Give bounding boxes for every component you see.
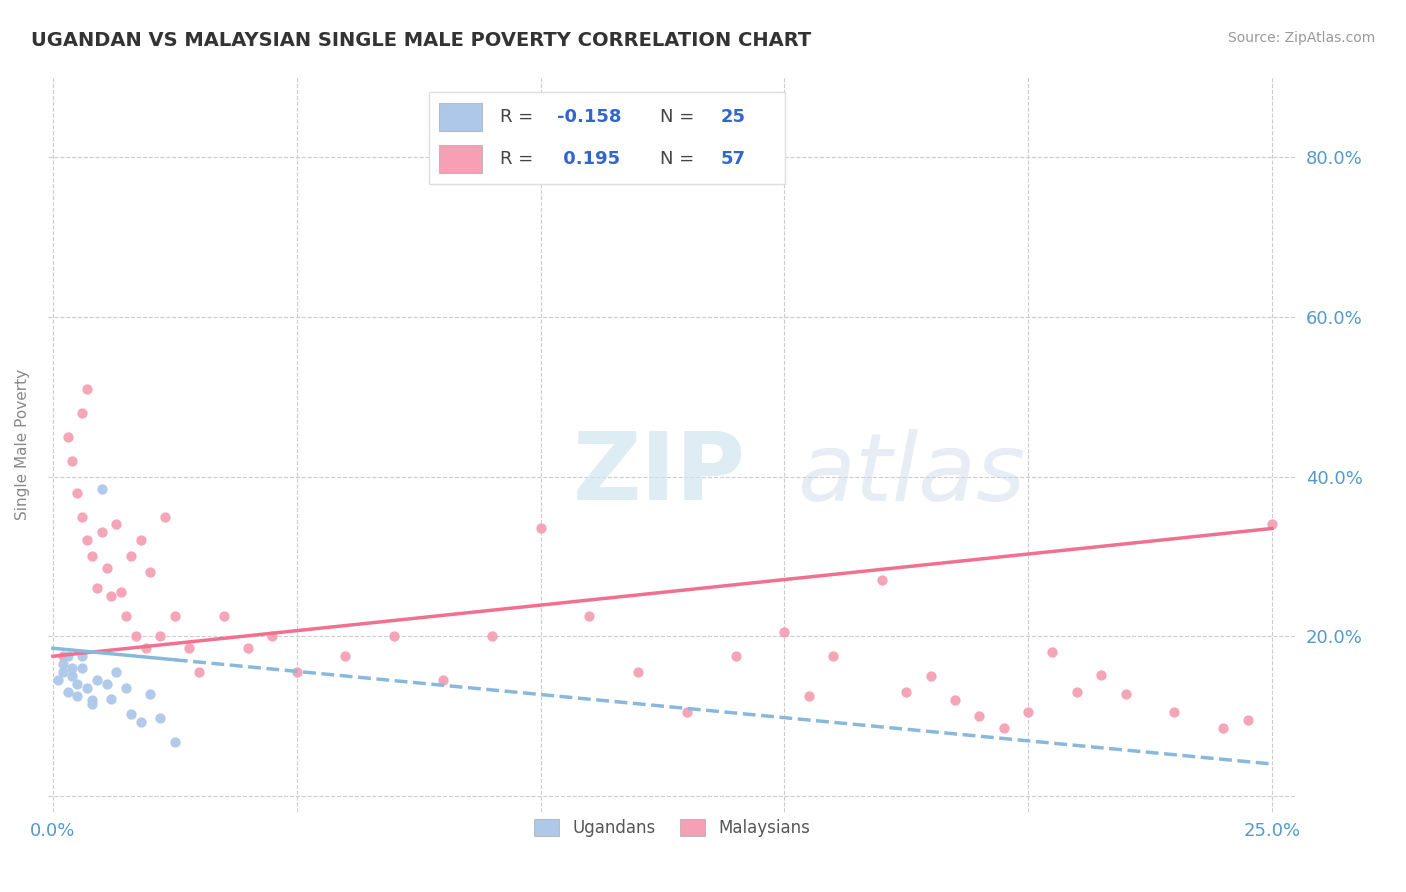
- Point: [1042, 645, 1064, 659]
- Point: [76, 382, 98, 396]
- Point: [115, 681, 138, 695]
- Text: atlas: atlas: [797, 428, 1025, 519]
- Point: [675, 705, 697, 719]
- Point: [62, 453, 84, 467]
- Point: [823, 649, 845, 664]
- Point: [62, 661, 84, 675]
- Point: [179, 641, 201, 656]
- Point: [70, 509, 93, 524]
- Point: [129, 715, 152, 730]
- Point: [120, 707, 142, 722]
- Point: [90, 525, 112, 540]
- Point: [70, 406, 93, 420]
- Point: [1261, 517, 1284, 532]
- Point: [529, 521, 551, 535]
- Point: [1090, 667, 1112, 681]
- Point: [80, 693, 103, 707]
- Point: [56, 685, 79, 699]
- Point: [100, 590, 122, 604]
- Point: [52, 649, 75, 664]
- Point: [66, 485, 89, 500]
- Y-axis label: Single Male Poverty: Single Male Poverty: [15, 369, 30, 520]
- Text: UGANDAN VS MALAYSIAN SINGLE MALE POVERTY CORRELATION CHART: UGANDAN VS MALAYSIAN SINGLE MALE POVERTY…: [31, 31, 811, 50]
- Point: [62, 669, 84, 683]
- Point: [773, 625, 796, 640]
- Point: [80, 549, 103, 564]
- Point: [70, 649, 93, 664]
- Point: [149, 711, 172, 725]
- Point: [105, 665, 128, 680]
- Point: [139, 687, 162, 701]
- Point: [70, 661, 93, 675]
- Point: [578, 609, 600, 624]
- Point: [1163, 705, 1185, 719]
- Point: [52, 657, 75, 672]
- Point: [86, 673, 108, 688]
- Point: [262, 629, 284, 643]
- Point: [90, 482, 112, 496]
- Point: [432, 673, 454, 688]
- Point: [125, 629, 148, 643]
- Point: [66, 677, 89, 691]
- Point: [80, 697, 103, 711]
- Point: [382, 629, 405, 643]
- Point: [335, 649, 357, 664]
- Point: [120, 549, 142, 564]
- Point: [236, 641, 259, 656]
- Point: [188, 665, 211, 680]
- Point: [1017, 705, 1039, 719]
- Point: [149, 629, 172, 643]
- Point: [56, 649, 79, 664]
- Point: [139, 566, 162, 580]
- Point: [870, 574, 893, 588]
- Point: [96, 677, 118, 691]
- Point: [163, 609, 186, 624]
- Point: [129, 533, 152, 548]
- Point: [135, 641, 157, 656]
- Point: [943, 693, 966, 707]
- Point: [969, 709, 991, 723]
- Point: [627, 665, 650, 680]
- Point: [66, 689, 89, 703]
- Point: [797, 689, 820, 703]
- Point: [212, 609, 235, 624]
- Point: [56, 430, 79, 444]
- Point: [96, 561, 118, 575]
- Point: [110, 585, 132, 599]
- Point: [993, 721, 1015, 735]
- Point: [481, 629, 503, 643]
- Point: [896, 685, 918, 699]
- Point: [163, 734, 186, 748]
- Point: [1115, 687, 1137, 701]
- Point: [100, 691, 122, 706]
- Point: [46, 673, 69, 688]
- Point: [76, 533, 98, 548]
- Point: [105, 517, 128, 532]
- Point: [1236, 713, 1258, 727]
- Point: [52, 665, 75, 680]
- Point: [1066, 685, 1088, 699]
- Point: [153, 509, 176, 524]
- Point: [76, 681, 98, 695]
- Point: [920, 669, 942, 683]
- Legend: Ugandans, Malaysians: Ugandans, Malaysians: [527, 813, 817, 844]
- Point: [86, 582, 108, 596]
- Point: [724, 649, 747, 664]
- Text: ZIP: ZIP: [572, 428, 745, 520]
- Text: Source: ZipAtlas.com: Source: ZipAtlas.com: [1227, 31, 1375, 45]
- Point: [1212, 721, 1234, 735]
- Point: [285, 665, 308, 680]
- Point: [115, 609, 138, 624]
